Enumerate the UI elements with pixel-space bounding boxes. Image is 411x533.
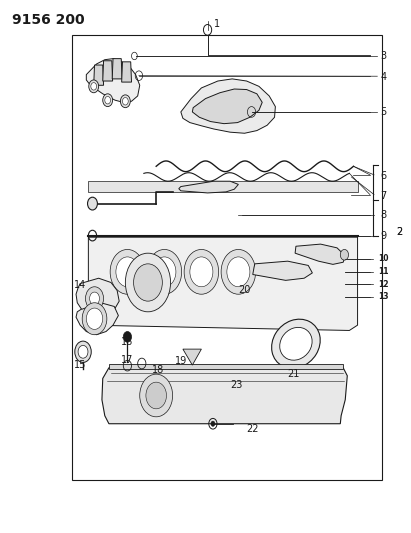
Circle shape	[88, 197, 97, 210]
Circle shape	[75, 341, 91, 362]
Circle shape	[146, 382, 166, 409]
Circle shape	[116, 257, 139, 287]
Polygon shape	[86, 59, 140, 102]
Circle shape	[110, 249, 145, 294]
Ellipse shape	[272, 319, 320, 368]
Circle shape	[221, 249, 256, 294]
Text: 10: 10	[378, 254, 389, 263]
Polygon shape	[102, 368, 347, 424]
Text: 8: 8	[380, 211, 386, 220]
Polygon shape	[295, 244, 345, 264]
Polygon shape	[76, 278, 119, 319]
Circle shape	[123, 332, 132, 342]
Circle shape	[82, 303, 107, 335]
Polygon shape	[122, 62, 132, 82]
Circle shape	[147, 249, 182, 294]
Text: 12: 12	[378, 280, 389, 288]
Text: 1: 1	[214, 19, 220, 29]
Circle shape	[91, 83, 97, 90]
Text: 6: 6	[380, 171, 386, 181]
Circle shape	[140, 374, 173, 417]
Polygon shape	[76, 303, 118, 335]
Text: 2: 2	[397, 227, 403, 237]
Circle shape	[211, 421, 215, 426]
Circle shape	[190, 257, 213, 287]
Text: 15: 15	[74, 360, 86, 370]
Circle shape	[86, 308, 103, 329]
Text: 22: 22	[247, 424, 259, 434]
Circle shape	[85, 287, 104, 310]
Text: 23: 23	[230, 380, 242, 390]
Polygon shape	[253, 261, 312, 280]
Circle shape	[90, 292, 99, 305]
Text: 21: 21	[288, 369, 300, 379]
Polygon shape	[181, 79, 275, 133]
Text: 18: 18	[152, 366, 164, 375]
Polygon shape	[103, 61, 113, 81]
Text: 9: 9	[380, 231, 386, 240]
Polygon shape	[94, 65, 104, 85]
Polygon shape	[183, 349, 201, 365]
Circle shape	[89, 80, 99, 93]
Bar	[72, 35, 382, 480]
Text: 2: 2	[397, 227, 403, 237]
Ellipse shape	[280, 327, 312, 360]
Circle shape	[227, 257, 250, 287]
Circle shape	[184, 249, 219, 294]
Circle shape	[122, 98, 128, 105]
Text: 4: 4	[380, 72, 386, 82]
Circle shape	[103, 94, 113, 107]
Circle shape	[105, 96, 111, 104]
Text: 13: 13	[378, 293, 389, 301]
Text: 3: 3	[380, 51, 386, 61]
Circle shape	[340, 249, 349, 260]
Text: 5: 5	[380, 107, 386, 117]
Circle shape	[78, 345, 88, 358]
Polygon shape	[88, 181, 358, 192]
Polygon shape	[192, 89, 262, 124]
Text: 17: 17	[121, 355, 134, 365]
Text: 7: 7	[380, 191, 386, 200]
Circle shape	[134, 264, 162, 301]
Text: 20: 20	[238, 286, 251, 295]
Polygon shape	[112, 59, 122, 79]
Polygon shape	[88, 237, 358, 330]
Text: 11: 11	[378, 268, 389, 276]
Text: 14: 14	[74, 280, 86, 290]
Text: 9156 200: 9156 200	[12, 13, 85, 27]
Polygon shape	[109, 364, 343, 369]
Text: 19: 19	[175, 356, 187, 366]
Polygon shape	[179, 181, 238, 193]
Circle shape	[153, 257, 176, 287]
Text: 16: 16	[121, 337, 134, 347]
Circle shape	[125, 253, 171, 312]
Circle shape	[120, 95, 130, 108]
